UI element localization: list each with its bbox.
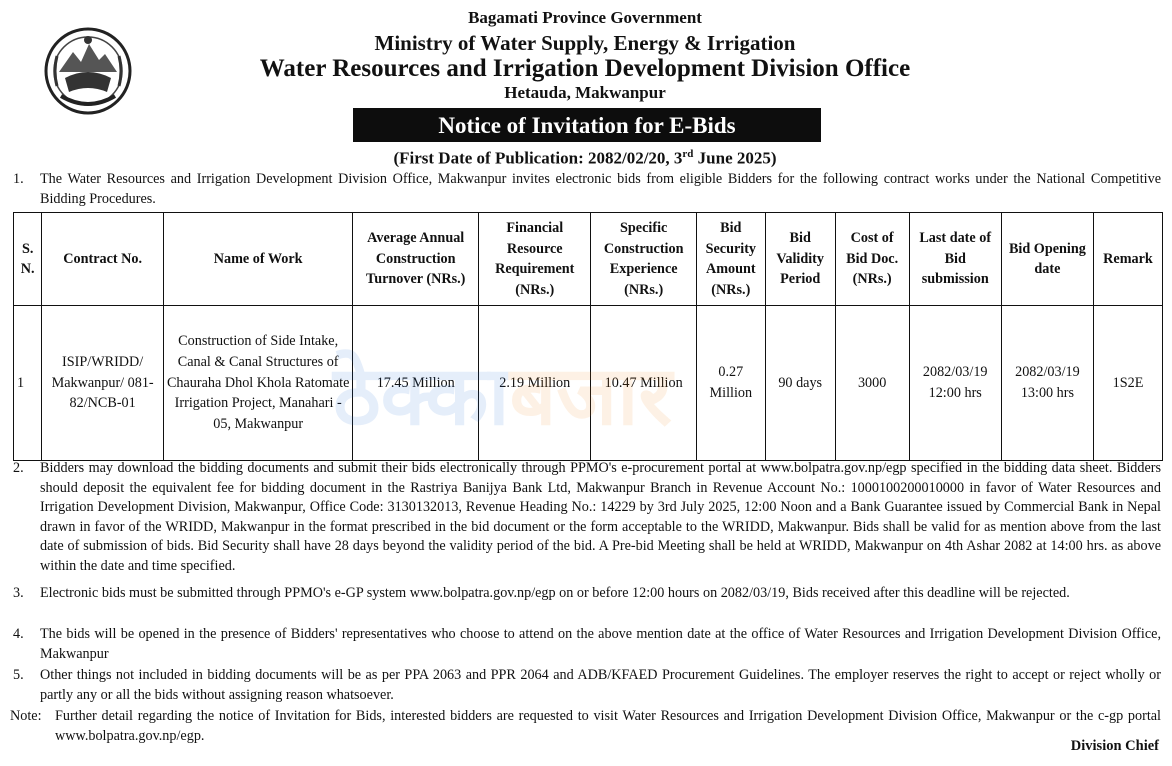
col-header-validity: Bid Validity Period	[764, 212, 836, 306]
col-header-financial-resource: Financial Resource Requirement (NRs.)	[478, 212, 592, 306]
cell-remark: 1S2E	[1093, 305, 1163, 461]
col-header-experience: Specific Construction Experience (NRs.)	[590, 212, 697, 306]
col-header-turnover: Average Annual Construction Turnover (NR…	[352, 212, 480, 306]
para2-number: 2.	[13, 460, 24, 476]
col-header-sn: S. N.	[12, 212, 43, 306]
publication-date: (First Date of Publication: 2082/02/20, …	[3, 148, 1167, 169]
publication-date-prefix: (First Date of Publication: 2082/02/20, …	[393, 148, 683, 168]
cell-contract-no: ISIP/WRIDD/ Makwanpur/ 081-82/NCB-01	[41, 305, 164, 461]
para5-text: Other things not included in bidding doc…	[40, 667, 1161, 703]
col-header-name-of-work: Name of Work	[162, 212, 354, 306]
cell-last-date: 2082/03/19 12:00 hrs	[908, 305, 1002, 461]
ministry-name: Ministry of Water Supply, Energy & Irrig…	[374, 31, 796, 55]
notice-page: Bagamati Province Government Ministry of…	[3, 2, 1167, 762]
para3-number: 3.	[13, 585, 24, 601]
cell-turnover: 17.45 Million	[352, 305, 480, 461]
notice-title: Notice of Invitation for E-Bids	[353, 108, 821, 142]
table-row: 1 ISIP/WRIDD/ Makwanpur/ 081-82/NCB-01 C…	[12, 305, 1163, 461]
cell-cost-bid-doc: 3000	[834, 305, 910, 461]
cell-name-of-work: Construction of Side Intake, Canal & Can…	[162, 305, 354, 461]
col-header-cost-bid-doc: Cost of Bid Doc. (NRs.)	[834, 212, 910, 306]
publication-date-suffix: June 2025)	[693, 148, 777, 168]
bids-table: S. N. Contract No. Name of Work Average …	[12, 212, 1163, 461]
province-name: Bagamati Province Government	[468, 8, 702, 27]
cell-financial-resource: 2.19 Million	[478, 305, 592, 461]
note-label: Note:	[10, 708, 42, 724]
col-header-last-date: Last date of Bid submission	[908, 212, 1002, 306]
office-location: Hetauda, Makwanpur	[504, 83, 666, 102]
para4-text: The bids will be opened in the presence …	[40, 626, 1161, 662]
cell-validity: 90 days	[764, 305, 836, 461]
para2-text: Bidders may download the bidding documen…	[40, 460, 1161, 574]
col-header-opening-date: Bid Opening date	[1000, 212, 1095, 306]
cell-bid-security: 0.27 Million	[695, 305, 766, 461]
note-text: Further detail regarding the notice of I…	[55, 708, 1161, 744]
para4-number: 4.	[13, 626, 24, 642]
notice-header: Bagamati Province Government Ministry of…	[3, 2, 1167, 172]
cell-opening-date: 2082/03/19 13:00 hrs	[1000, 305, 1095, 461]
table-header-row: S. N. Contract No. Name of Work Average …	[12, 212, 1163, 306]
signature: Division Chief	[1070, 738, 1159, 754]
cell-sn: 1	[12, 305, 43, 461]
col-header-bid-security: Bid Security Amount (NRs.)	[695, 212, 766, 306]
para1-text: The Water Resources and Irrigation Devel…	[40, 171, 1161, 207]
para1-number: 1.	[13, 171, 24, 187]
col-header-contract-no: Contract No.	[41, 212, 164, 306]
col-header-remark: Remark	[1093, 212, 1163, 306]
para3-text: Electronic bids must be submitted throug…	[40, 585, 1070, 601]
nepal-government-emblem-icon	[44, 27, 132, 115]
para5-number: 5.	[13, 667, 24, 683]
cell-experience: 10.47 Million	[590, 305, 697, 461]
publication-date-suffix-ordinal: rd	[682, 148, 694, 160]
office-name: Water Resources and Irrigation Developme…	[259, 55, 911, 82]
